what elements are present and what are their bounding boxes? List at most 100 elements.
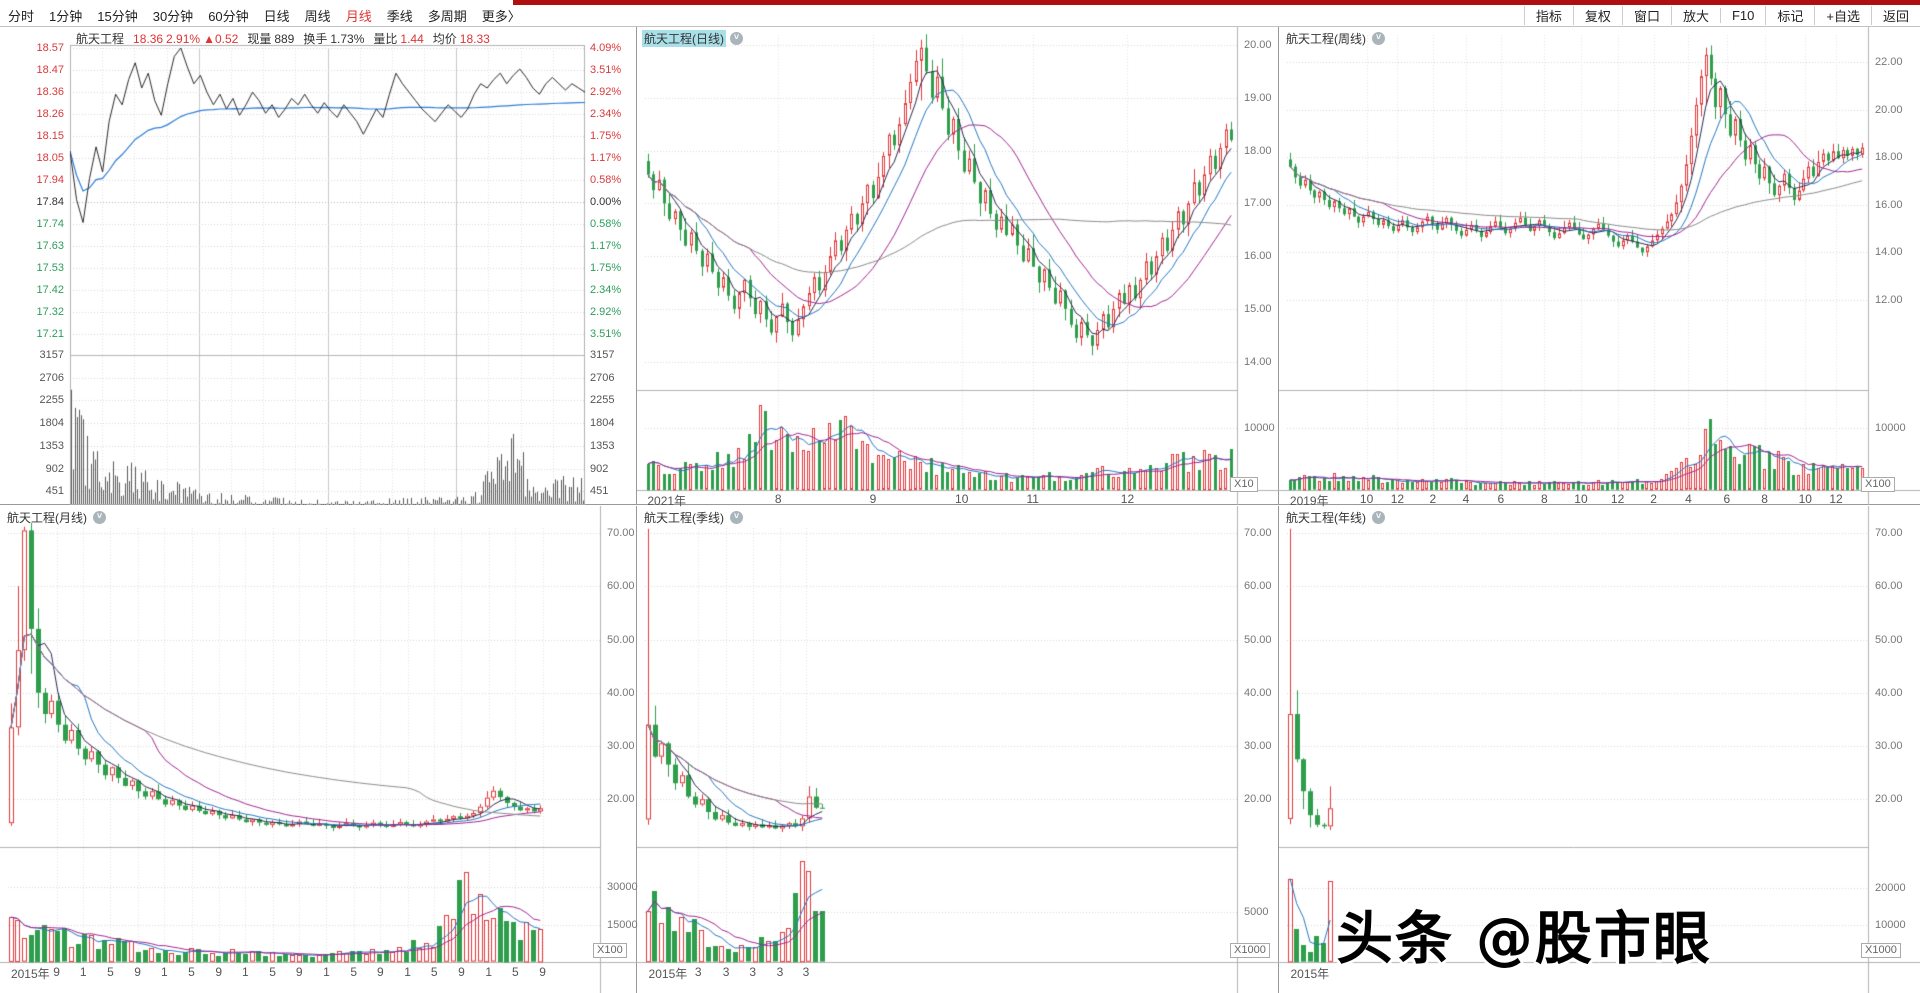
panel-title-yearly[interactable]: 航天工程(年线) ˅ xyxy=(1284,509,1385,526)
axis-label: 2.34% xyxy=(590,108,622,120)
axis-label: 451 xyxy=(45,485,64,498)
axis-label: 2 xyxy=(1429,492,1437,506)
axis-label: 4 xyxy=(1462,492,1470,506)
panel-yearly: 航天工程(年线) ˅ X1000 70.00 60.00 50.00 40.00 30.0… xyxy=(1279,506,1920,993)
axis-label: 10 xyxy=(1359,492,1374,506)
change-amount: ▲0.52 xyxy=(203,32,239,46)
axis-label: 12 xyxy=(1120,492,1135,506)
yearly-chart-canvas[interactable] xyxy=(1279,506,1920,993)
menu-item-period-9[interactable]: 多周期 xyxy=(427,9,467,24)
chevron-down-icon[interactable]: ˅ xyxy=(730,511,743,524)
chevron-down-icon[interactable]: ˅ xyxy=(1372,32,1385,45)
axis-label: 5 xyxy=(188,965,195,979)
daily-chart-canvas[interactable] xyxy=(637,27,1279,505)
axis-label: 20.00 xyxy=(607,793,635,806)
menu-item-action-0[interactable]: 指标 xyxy=(1523,6,1573,25)
axis-label: 9 xyxy=(458,965,465,979)
axis-label: 8 xyxy=(1541,492,1548,506)
menu-item-period-2[interactable]: 15分钟 xyxy=(97,9,138,24)
turnover-label: 换手 xyxy=(303,32,328,46)
menu-item-period-10[interactable]: 更多〉 xyxy=(481,9,521,24)
axis-label: 20.00 xyxy=(1244,39,1272,52)
axis-label: 18.57 xyxy=(36,42,64,54)
axis-label: 2015年 xyxy=(1290,967,1330,981)
axis-label: 70.00 xyxy=(607,527,635,540)
menu-item-period-0[interactable]: 分时 xyxy=(8,9,35,24)
menu-item-period-3[interactable]: 30分钟 xyxy=(152,9,194,24)
axis-label: 4 xyxy=(1685,492,1692,506)
toolbar: 分时 1分钟 15分钟 30分钟 60分钟 日线 周线 月线 季线 多周期 更多〉 指标 复权 窗口 放大… xyxy=(0,5,1920,27)
axis-label: 1804 xyxy=(39,417,64,430)
axis-label: 70.00 xyxy=(1875,527,1903,540)
axis-label: 5 xyxy=(269,965,276,979)
axis-label: 1804 xyxy=(590,417,615,430)
axis-label: 1.17% xyxy=(590,152,622,164)
axis-label: 2015年 xyxy=(648,967,688,981)
action-menu: 指标 复权 窗口 放大 F10 标记 +自选 返回 xyxy=(1523,5,1920,26)
panel-title-weekly[interactable]: 航天工程(周线) ˅ xyxy=(1284,30,1385,47)
menu-item-action-1[interactable]: 复权 xyxy=(1572,6,1622,25)
stock-name: 航天工程 xyxy=(76,32,125,46)
menu-item-action-4[interactable]: F10 xyxy=(1719,8,1765,23)
menu-item-period-5[interactable]: 日线 xyxy=(263,9,290,24)
monthly-chart-canvas[interactable] xyxy=(0,506,637,993)
avg-price: 18.33 xyxy=(459,32,490,46)
axis-label: 17.00 xyxy=(1244,197,1272,210)
axis-label: 2.92% xyxy=(590,86,622,98)
chevron-down-icon[interactable]: ˅ xyxy=(730,32,743,45)
menu-item-period-4[interactable]: 60分钟 xyxy=(208,9,249,24)
intraday-chart-canvas[interactable] xyxy=(0,27,637,505)
axis-label: 1 xyxy=(404,965,411,979)
axis-label: 30.00 xyxy=(607,739,635,752)
axis-label: 18.05 xyxy=(36,152,64,164)
axis-label: 9 xyxy=(377,965,384,979)
panel-title-monthly[interactable]: 航天工程(月线) ˅ xyxy=(5,509,106,526)
axis-label: 2021年 xyxy=(647,494,687,508)
menu-item-action-7[interactable]: 返回 xyxy=(1870,6,1920,25)
axis-label: 2706 xyxy=(590,371,615,384)
menu-item-action-2[interactable]: 窗口 xyxy=(1621,6,1671,25)
axis-label: 5 xyxy=(430,965,438,979)
volume-unit-badge: X100 xyxy=(1861,477,1895,492)
axis-label: 2.34% xyxy=(590,284,622,296)
menu-item-period-6[interactable]: 周线 xyxy=(304,9,331,24)
panel-weekly: 航天工程(周线) ˅ X100 22.00 20.00 18.00 16.00 14.00… xyxy=(1279,27,1920,508)
axis-label: 0.00% xyxy=(590,196,622,208)
window-top-strip xyxy=(0,0,1920,5)
axis-label: 6 xyxy=(1497,492,1505,506)
axis-label: 3157 xyxy=(590,349,615,361)
weekly-chart-canvas[interactable] xyxy=(1279,27,1920,505)
menu-item-action-6[interactable]: +自选 xyxy=(1814,6,1871,25)
browser-chrome-strip xyxy=(513,0,1920,5)
change-percent: 2.91% xyxy=(166,32,201,46)
axis-label: 18.15 xyxy=(36,130,64,142)
axis-label: 18.00 xyxy=(1244,144,1272,157)
chevron-down-icon[interactable]: ˅ xyxy=(1372,511,1385,524)
quarterly-chart-canvas[interactable] xyxy=(637,506,1279,993)
axis-label: 2019年 xyxy=(1289,494,1329,508)
menu-item-period-8[interactable]: 季线 xyxy=(386,9,413,24)
axis-label: 4.09% xyxy=(590,42,622,54)
axis-label: 2706 xyxy=(39,371,64,384)
menu-item-period-1[interactable]: 1分钟 xyxy=(49,9,83,24)
axis-label: 14.00 xyxy=(1244,355,1272,368)
axis-label: 17.32 xyxy=(36,306,64,318)
panel-title-label: 航天工程(月线) xyxy=(7,511,87,525)
menu-item-action-5[interactable]: 标记 xyxy=(1765,6,1814,25)
axis-label: 20.00 xyxy=(1244,793,1272,806)
panel-title-daily[interactable]: 航天工程(日线) ˅ xyxy=(642,30,743,47)
menu-item-period-7[interactable]: 月线 xyxy=(345,9,372,24)
axis-label: 18.47 xyxy=(36,64,64,76)
panel-title-label: 航天工程(日线) xyxy=(642,30,726,47)
axis-label: 9 xyxy=(215,965,223,979)
axis-label: 3 xyxy=(694,965,702,979)
menu-item-action-3[interactable]: 放大 xyxy=(1670,6,1720,25)
panel-title-quarterly[interactable]: 航天工程(季线) ˅ xyxy=(642,509,743,526)
chevron-down-icon[interactable]: ˅ xyxy=(93,511,106,524)
axis-label: 2015年 xyxy=(10,967,50,981)
axis-label: 8 xyxy=(1761,492,1768,506)
panel-title-label: 航天工程(周线) xyxy=(1286,32,1366,46)
axis-label: 3.51% xyxy=(590,64,622,76)
axis-label: 70.00 xyxy=(1244,527,1272,540)
